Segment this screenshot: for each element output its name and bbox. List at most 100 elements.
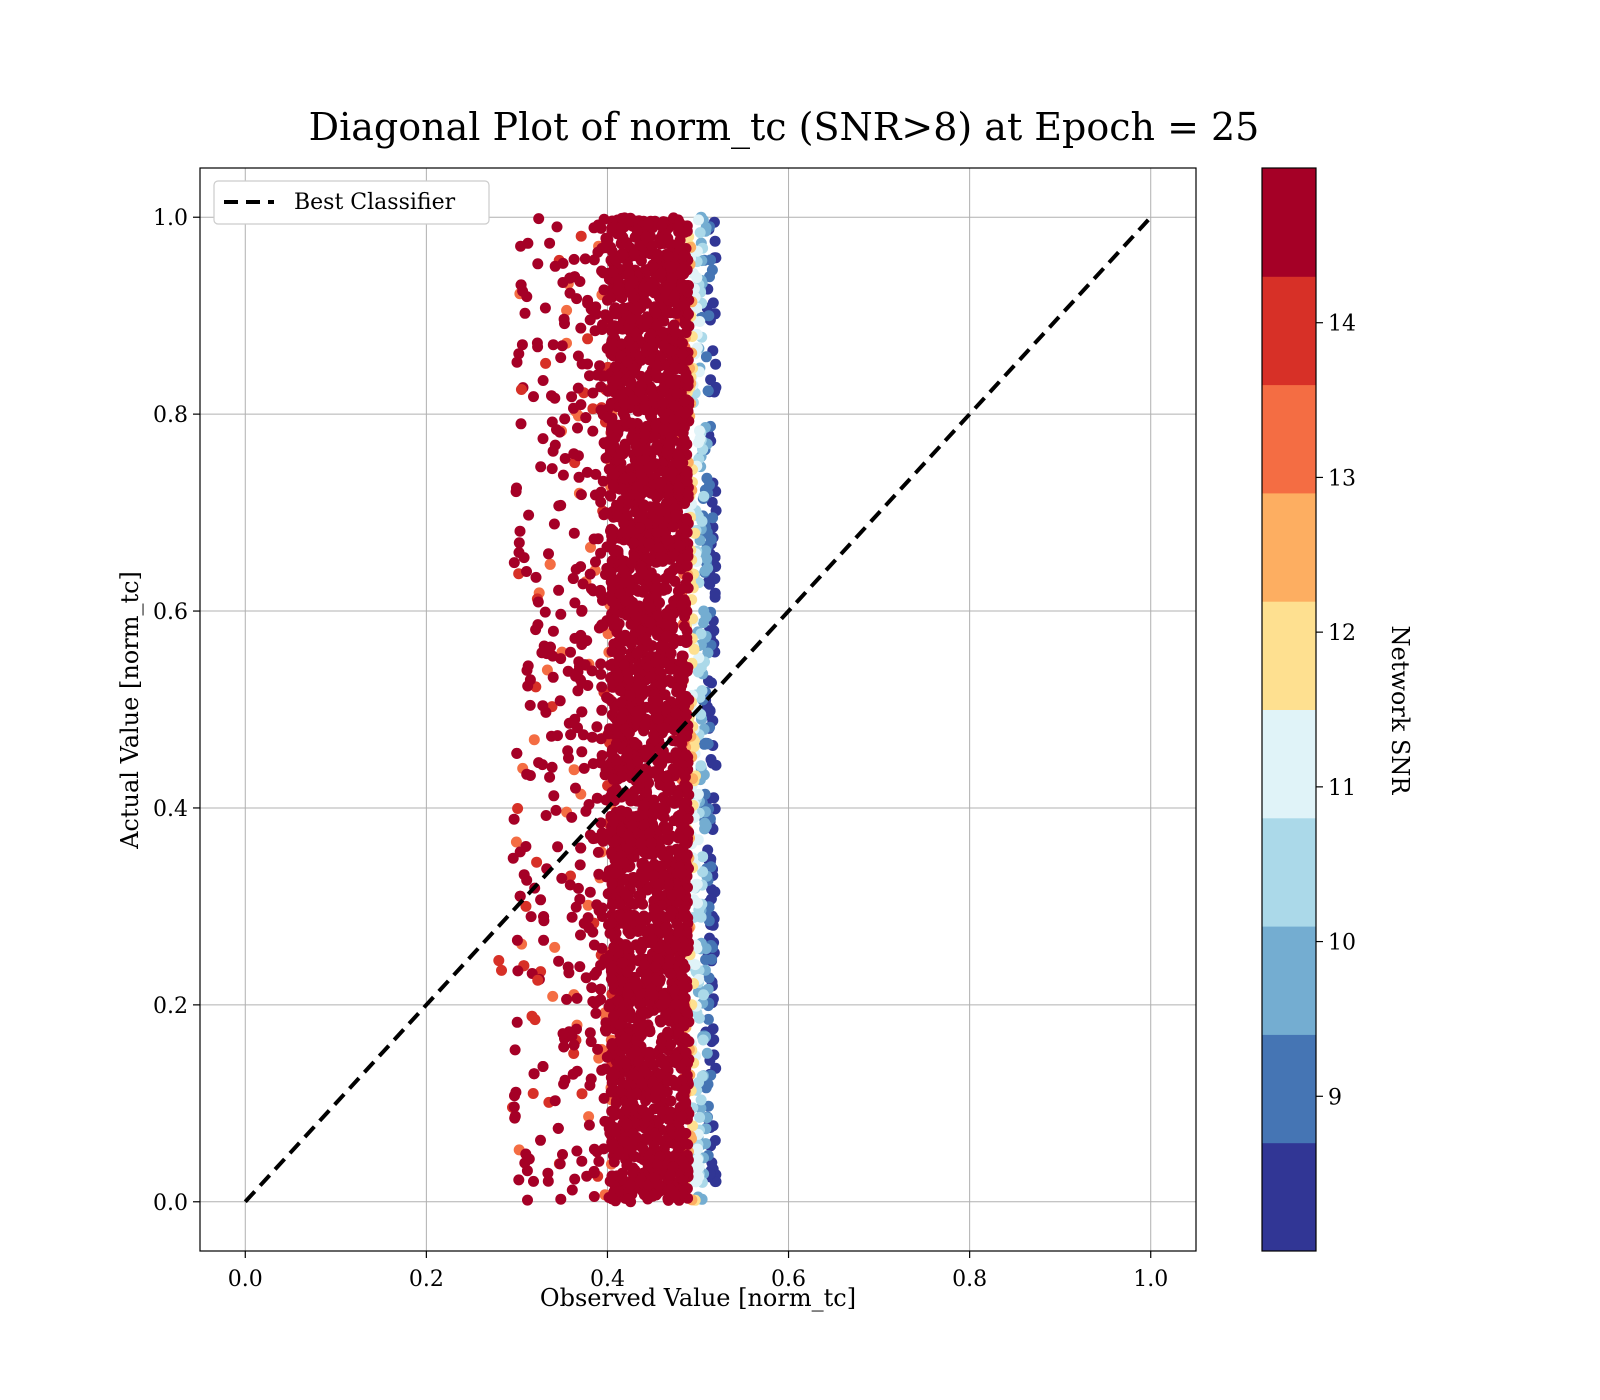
- scatter-point: [584, 886, 596, 898]
- scatter-point: [533, 213, 545, 225]
- scatter-point: [619, 1057, 631, 1069]
- colorbar-bin: [1262, 276, 1316, 386]
- scatter-point: [575, 929, 586, 941]
- scatter-point: [508, 813, 520, 825]
- y-tick-label: 1.0: [153, 206, 188, 231]
- scatter-point: [624, 215, 636, 227]
- scatter-point: [634, 522, 646, 534]
- scatter-point: [522, 660, 534, 672]
- scatter-point: [634, 385, 646, 397]
- scatter-point: [641, 973, 653, 985]
- scatter-point: [616, 713, 628, 725]
- scatter-point: [678, 621, 690, 632]
- scatter-point: [535, 894, 547, 906]
- scatter-point: [581, 466, 593, 478]
- scatter-point: [698, 605, 710, 617]
- scatter-point: [605, 917, 617, 929]
- scatter-point: [596, 324, 608, 335]
- scatter-point: [625, 313, 637, 325]
- scatter-point: [565, 870, 576, 882]
- scatter-point: [539, 606, 551, 618]
- scatter-point: [590, 556, 601, 568]
- scatter-point: [605, 490, 617, 502]
- scatter-point: [555, 352, 567, 364]
- scatter-point: [676, 282, 688, 294]
- scatter-point: [662, 232, 674, 244]
- scatter-point: [595, 668, 607, 680]
- scatter-point: [606, 1170, 618, 1182]
- scatter-point: [556, 872, 568, 884]
- scatter-point: [670, 747, 682, 759]
- scatter-point: [660, 1008, 672, 1020]
- scatter-point: [604, 791, 616, 803]
- scatter-point: [547, 671, 559, 683]
- scatter-point: [568, 1039, 580, 1051]
- colorbar-tick-label: 9: [1328, 1085, 1342, 1110]
- scatter-point: [668, 414, 679, 426]
- scatter-point: [613, 672, 625, 683]
- y-axis-label: Actual Value [norm_tc]: [116, 571, 144, 850]
- scatter-point: [568, 253, 580, 265]
- scatter-point: [590, 1007, 602, 1019]
- scatter-point: [555, 499, 567, 511]
- scatter-points: [493, 211, 722, 1208]
- scatter-point: [496, 964, 508, 976]
- scatter-point: [568, 527, 580, 539]
- scatter-point: [571, 1145, 583, 1157]
- scatter-point: [567, 573, 579, 584]
- scatter-point: [585, 1073, 597, 1085]
- scatter-point: [571, 1065, 583, 1077]
- scatter-point: [629, 793, 641, 805]
- scatter-point: [653, 942, 664, 954]
- scatter-point: [632, 705, 643, 717]
- scatter-point: [650, 590, 662, 602]
- scatter-point: [582, 912, 594, 924]
- scatter-point: [517, 285, 529, 297]
- scatter-point: [662, 834, 674, 846]
- scatter-point: [658, 424, 669, 436]
- scatter-point: [606, 899, 618, 911]
- scatter-point: [635, 468, 647, 480]
- scatter-point: [681, 475, 693, 487]
- scatter-point: [584, 568, 596, 580]
- scatter-point: [610, 1097, 622, 1109]
- scatter-point: [695, 662, 707, 673]
- scatter-point: [660, 631, 672, 643]
- scatter-point: [677, 1174, 689, 1186]
- scatter-point: [664, 1169, 676, 1181]
- scatter-point: [662, 1026, 674, 1038]
- scatter-point: [564, 287, 576, 299]
- scatter-point: [611, 754, 622, 766]
- scatter-point: [635, 255, 647, 267]
- scatter-point: [575, 399, 587, 411]
- scatter-point: [640, 751, 652, 763]
- scatter-point: [679, 962, 691, 974]
- colorbar: [1261, 167, 1317, 1252]
- scatter-point: [672, 789, 684, 801]
- scatter-point: [618, 398, 630, 410]
- scatter-point: [607, 773, 619, 785]
- scatter-point: [681, 465, 693, 477]
- scatter-point: [540, 810, 552, 821]
- scatter-point: [659, 286, 671, 297]
- scatter-point: [651, 1159, 663, 1171]
- scatter-point: [523, 509, 535, 521]
- scatter-point: [617, 1006, 629, 1018]
- colorbar-bin: [1262, 384, 1316, 494]
- scatter-point: [569, 632, 581, 644]
- scatter-point: [555, 608, 567, 620]
- scatter-point: [583, 1119, 595, 1131]
- scatter-point: [572, 450, 584, 462]
- scatter-point: [644, 1026, 656, 1038]
- scatter-point: [622, 259, 634, 271]
- scatter-point: [542, 1175, 554, 1187]
- scatter-point: [697, 851, 709, 863]
- scatter-point: [694, 227, 706, 239]
- scatter-point: [591, 792, 603, 804]
- scatter-point: [677, 337, 688, 349]
- x-tick-label: 0.0: [228, 1267, 263, 1292]
- scatter-point: [675, 1062, 687, 1074]
- scatter-point: [510, 836, 522, 848]
- scatter-point: [554, 1158, 566, 1170]
- scatter-point: [616, 221, 627, 233]
